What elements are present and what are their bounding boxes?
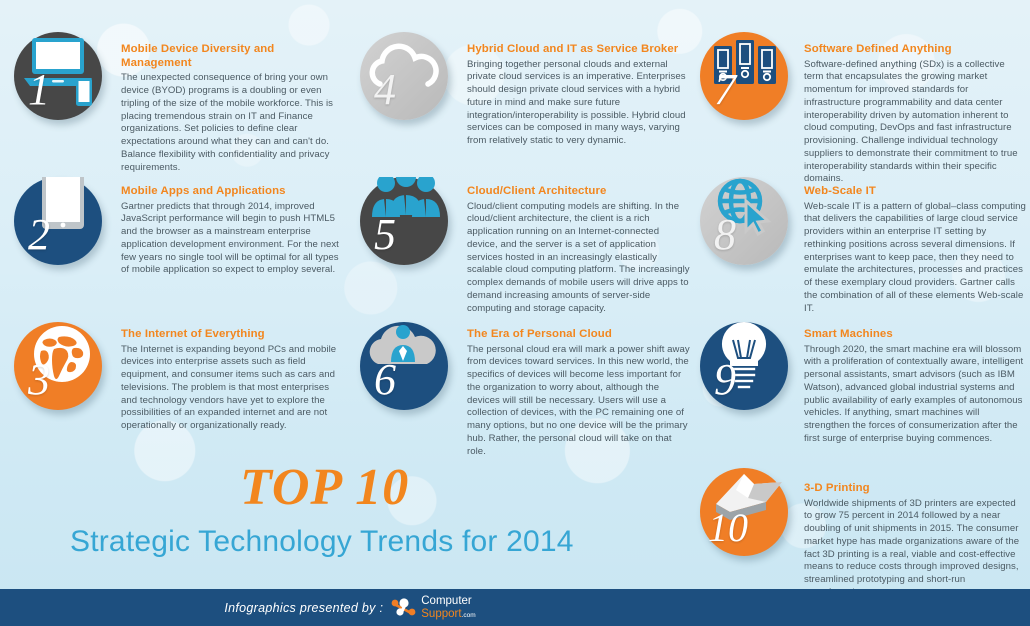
trend-6-text: The Era of Personal Cloud The personal c… (467, 328, 691, 458)
trend-4-circle (360, 32, 448, 120)
trend-8-text: Web-Scale IT Web-scale IT is a pattern o… (804, 185, 1026, 315)
page-title-subtitle: Strategic Technology Trends for 2014 (70, 525, 574, 558)
trend-10-circle (700, 468, 788, 556)
trend-5-heading: Cloud/Client Architecture (467, 185, 607, 197)
trend-9-body: Through 2020, the smart machine era will… (804, 343, 1024, 444)
trend-7-circle (700, 32, 788, 120)
trend-3-text: The Internet of Everything The Internet … (121, 328, 345, 433)
trend-9-circle (700, 322, 788, 410)
trend-4-heading: Hybrid Cloud and IT as Service Broker (467, 43, 679, 55)
trend-4-body: Bringing together personal clouds and ex… (467, 58, 686, 147)
logo-line-bottom: Support.com (421, 608, 475, 620)
trend-6-body: The personal cloud era will mark a power… (467, 343, 690, 457)
trend-10-text: 3-D Printing Worldwide shipments of 3D p… (804, 482, 1026, 600)
trend-3-heading: The Internet of Everything (121, 328, 265, 340)
logo-dotcom-text: .com (461, 611, 476, 619)
trend-3-body: The Internet is expanding beyond PCs and… (121, 343, 337, 432)
trend-2-heading: Mobile Apps and Applications (121, 185, 286, 197)
trend-10-heading: 3-D Printing (804, 482, 870, 494)
trend-7-text: Software Defined Anything Software-defin… (804, 43, 1026, 186)
logo-support-text: Support (421, 607, 462, 620)
logo-line-top: Computer (421, 595, 472, 608)
trend-9-heading: Smart Machines (804, 328, 893, 340)
trend-4-text: Hybrid Cloud and IT as Service Broker Br… (467, 43, 691, 148)
computer-support-logo[interactable]: Computer Support.com (391, 595, 476, 620)
trend-6-circle (360, 322, 448, 410)
trend-5-text: Cloud/Client Architecture Cloud/client c… (467, 185, 691, 315)
footer-content: Infographics presented by : Comput (0, 589, 700, 626)
trend-6-heading: The Era of Personal Cloud (467, 328, 612, 340)
trend-5-circle (360, 177, 448, 265)
trend-1-circle (14, 32, 102, 120)
trend-8-heading: Web-Scale IT (804, 185, 876, 197)
logo-wordmark: Computer Support.com (421, 595, 475, 619)
trend-8-body: Web-scale IT is a pattern of global–clas… (804, 200, 1026, 314)
trend-10-body: Worldwide shipments of 3D printers are e… (804, 497, 1020, 598)
page-title-top: TOP 10 (240, 459, 410, 516)
trend-9-text: Smart Machines Through 2020, the smart m… (804, 328, 1026, 446)
trend-1-text: Mobile Device Diversity and Management T… (121, 43, 345, 174)
trend-8-circle (700, 177, 788, 265)
network-nodes-icon (391, 597, 416, 616)
trend-7-body: Software-defined anything (SDx) is a col… (804, 58, 1018, 185)
trend-7-heading: Software Defined Anything (804, 43, 952, 55)
trend-1-body: The unexpected consequence of bring your… (121, 72, 334, 173)
trend-3-circle (14, 322, 102, 410)
trend-2-body: Gartner predicts that through 2014, impr… (121, 200, 339, 276)
trend-2-circle (14, 177, 102, 265)
footer-bar: Infographics presented by : Comput (0, 589, 1030, 626)
trend-2-text: Mobile Apps and Applications Gartner pre… (121, 185, 345, 277)
trend-1-heading: Mobile Device Diversity and Management (121, 43, 275, 69)
trend-5-body: Cloud/client computing models are shifti… (467, 200, 690, 314)
presented-by-label: Infographics presented by : (224, 600, 384, 615)
